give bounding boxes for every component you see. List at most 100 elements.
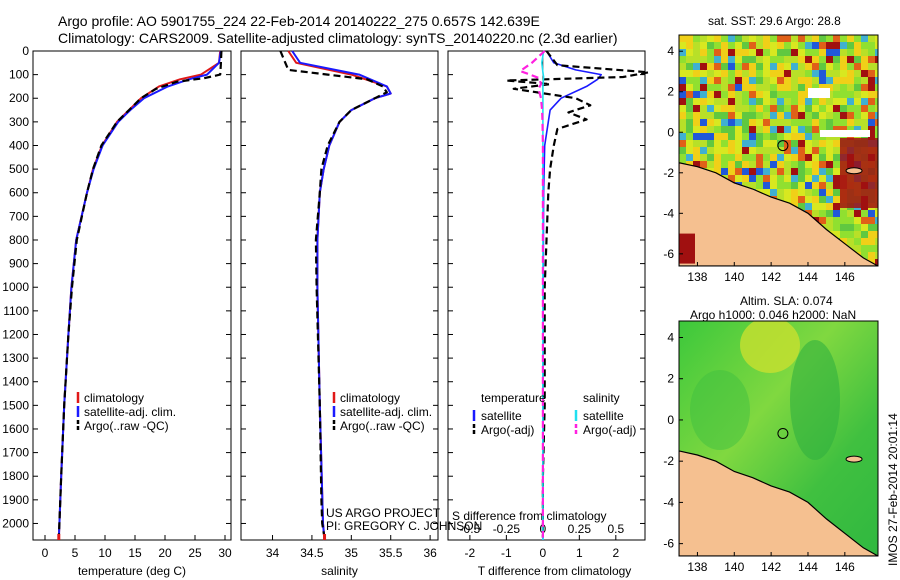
sst-cell: [714, 63, 721, 70]
sst-cell: [763, 98, 770, 105]
sst-cell: [798, 112, 805, 119]
sst-cell: [875, 224, 878, 231]
sst-cell: [875, 35, 878, 42]
s-diff-tick-label: -0.5: [460, 522, 481, 536]
sst-cell: [742, 147, 749, 154]
sst-cell: [868, 252, 875, 259]
sst-cell: [777, 154, 784, 161]
sst-cell: [770, 147, 777, 154]
sst-cell: [770, 91, 777, 98]
sst-cell: [707, 84, 714, 91]
sst-cell: [679, 105, 686, 112]
depth-tick-label: 1800: [2, 469, 29, 483]
sst-cell: [784, 119, 791, 126]
sst-cell: [798, 133, 805, 140]
legend-label: satellite-adj. clim.: [340, 405, 432, 419]
depth-tick-label: 300: [9, 115, 29, 129]
sst-cell: [686, 63, 693, 70]
sst-cell: [721, 140, 728, 147]
sst-cell: [749, 112, 756, 119]
sst-cell: [812, 105, 819, 112]
sst-cell: [875, 63, 878, 70]
sst-cell: [742, 98, 749, 105]
sst-cell: [686, 77, 693, 84]
sst-cell: [812, 126, 819, 133]
sst-cell: [714, 84, 721, 91]
sst-cell: [826, 224, 833, 231]
legend-label: climatology: [340, 391, 400, 405]
sla-high: [740, 321, 800, 373]
sst-cell: [770, 70, 777, 77]
sst-cell: [686, 70, 693, 77]
sst-cell: [714, 126, 721, 133]
sst-cell: [819, 98, 826, 105]
sst-cell: [777, 63, 784, 70]
sst-cell: [777, 119, 784, 126]
sst-cell: [756, 91, 763, 98]
sst-cell: [756, 161, 763, 168]
sst-cell: [840, 70, 847, 77]
legend-label: Argo(-adj): [481, 423, 534, 437]
sst-cell: [756, 112, 763, 119]
sst-cell: [700, 154, 707, 161]
sst-cell: [714, 154, 721, 161]
sst-cell: [791, 77, 798, 84]
map-frame: [678, 34, 879, 267]
lon-tick-label: 144: [798, 560, 818, 574]
sst-cell: [770, 189, 777, 196]
temperature-series-1: [57, 50, 222, 541]
sst-cell: [749, 98, 756, 105]
sst-cell: [763, 70, 770, 77]
sst-cell: [693, 98, 700, 105]
depth-tick-label: 1300: [2, 351, 29, 365]
sst-cell: [749, 147, 756, 154]
s-diff-tick-label: -0.25: [493, 522, 521, 536]
sst-cell: [679, 35, 686, 42]
sst-cell: [819, 56, 826, 63]
depth-tick-label: 900: [9, 257, 29, 271]
map-frame: [678, 320, 879, 557]
depth-tick-label: 1700: [2, 446, 29, 460]
sst-cell: [812, 189, 819, 196]
sst-cell: [700, 70, 707, 77]
temperature-series-0: [57, 50, 222, 541]
sst-cell: [700, 105, 707, 112]
sst-cell: [721, 147, 728, 154]
sst-cell: [679, 77, 686, 84]
sst-cell: [756, 105, 763, 112]
sst-cell: [854, 42, 861, 49]
sst-cell: [812, 77, 819, 84]
sst-cell: [777, 98, 784, 105]
sst-cell: [826, 63, 833, 70]
sst-cell: [728, 126, 735, 133]
sst-cell: [791, 35, 798, 42]
legend-label: Argo(..raw -QC): [84, 419, 169, 433]
sst-cell: [777, 105, 784, 112]
sst-cell: [707, 49, 714, 56]
sst-cell: [854, 49, 861, 56]
depth-tick-label: 1500: [2, 398, 29, 412]
sst-cell: [742, 84, 749, 91]
sst-cell: [700, 119, 707, 126]
sst-cell: [826, 196, 833, 203]
lon-tick-label: 138: [687, 270, 707, 284]
sst-cell: [833, 231, 840, 238]
sst-cell: [826, 147, 833, 154]
depth-tick-label: 600: [9, 186, 29, 200]
sst-cell: [693, 63, 700, 70]
sst-cell: [728, 168, 735, 175]
legend-label: satellite: [583, 409, 624, 423]
sst-cell: [868, 56, 875, 63]
sst-cell: [686, 140, 693, 147]
sst-cell: [826, 168, 833, 175]
sst-cell: [812, 147, 819, 154]
sst-cell: [679, 42, 686, 49]
sst-cell: [840, 231, 847, 238]
sst-cell: [847, 210, 854, 217]
lon-tick-label: 146: [835, 560, 855, 574]
sst-cell: [798, 56, 805, 63]
sst-cell: [693, 84, 700, 91]
sst-cell: [749, 105, 756, 112]
sst-cell: [826, 119, 833, 126]
sst-cell: [805, 42, 812, 49]
